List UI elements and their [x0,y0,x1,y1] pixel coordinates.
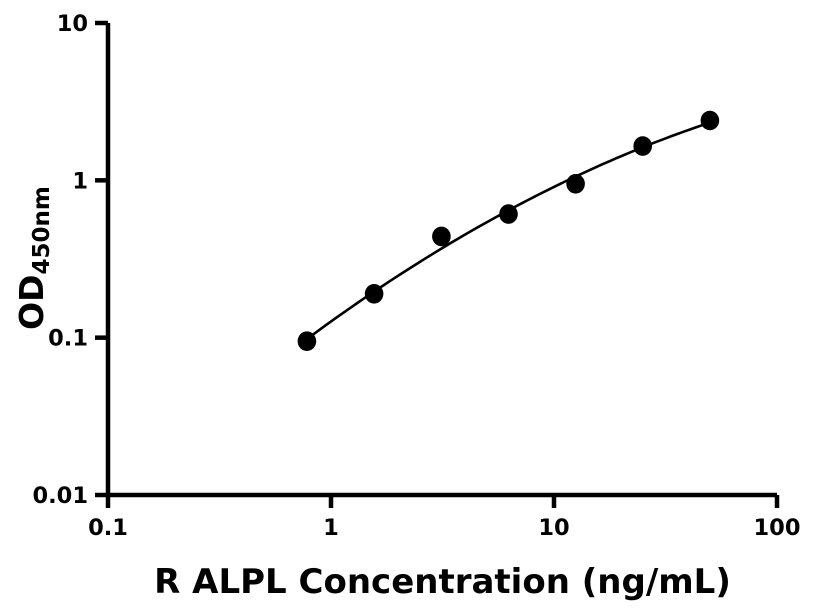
y-axis-title-subscript: 450nm [29,186,55,274]
fit-curve-line [305,121,712,341]
data-point-marker [297,331,317,352]
y-tick-label: 0.01 [32,483,88,509]
data-point-marker [364,284,384,304]
data-point-marker [700,110,720,131]
y-tick-label: 0.1 [48,326,88,352]
data-point-marker [566,174,585,194]
x-tick-label: 100 [754,515,801,541]
y-tick-label: 1 [72,168,88,194]
x-tick-label: 10 [538,515,569,541]
x-tick-label: 1 [323,515,339,541]
data-point-marker [633,136,652,156]
x-axis-title: R ALPL Concentration (ng/mL) [154,562,731,602]
y-tick-label: 10 [57,11,88,37]
x-tick-label: 0.1 [88,515,128,541]
y-axis-title: OD450nm [12,186,55,330]
data-point-marker [499,204,518,224]
axis-frame [105,23,777,498]
y-axis-title-main: OD [12,274,51,329]
y-axis: 10 1 0.1 0.01 [32,11,108,509]
data-point-marker [432,226,451,247]
x-axis: 0.1 1 10 100 [88,495,800,541]
data-points [297,110,720,352]
